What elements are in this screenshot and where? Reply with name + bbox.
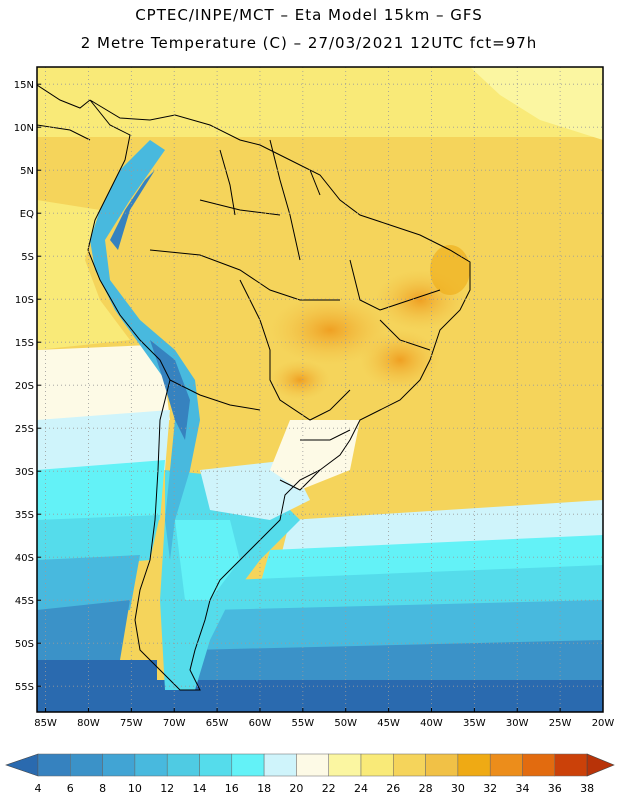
- lat-tick-label: 55S: [15, 682, 34, 693]
- lat-tick-label: 25S: [15, 424, 34, 435]
- lon-tick-label: 40W: [420, 718, 443, 729]
- colorbar-label: 12: [160, 782, 174, 795]
- lon-tick-label: 80W: [77, 718, 100, 729]
- colorbar-swatch: [489, 753, 523, 777]
- lon-tick-label: 50W: [334, 718, 357, 729]
- lat-tick-label: EQ: [20, 209, 34, 220]
- chart-title-line2: 2 Metre Temperature (C) – 27/03/2021 12U…: [80, 34, 538, 52]
- lat-tick-label: 45S: [15, 596, 34, 607]
- lat-tick-label: 10S: [15, 295, 34, 306]
- colorbar-swatch: [231, 753, 265, 777]
- colorbar-label: 8: [99, 782, 106, 795]
- colorbar-swatch: [328, 753, 362, 777]
- colorbar-swatch: [134, 753, 168, 777]
- colorbar-swatch: [522, 753, 556, 777]
- colorbar-swatch: [199, 753, 233, 777]
- lon-tick-label: 35W: [463, 718, 486, 729]
- lat-tick-label: 35S: [15, 510, 34, 521]
- colorbar-label: 30: [451, 782, 465, 795]
- colorbar-label: 20: [289, 782, 303, 795]
- latitude-labels: 15N 10N 5N EQ 5S 10S 15S 20S 25S 30S 35S 40S 45S 50S 5…: [14, 80, 41, 693]
- colorbar: 4 6 8 10 12 14 16 18 20 22 24 26 28 30 32 34 36 38: [5, 753, 615, 795]
- temperature-field: [37, 67, 603, 712]
- colorbar-swatch: [166, 753, 200, 777]
- lat-tick-label: 20S: [15, 381, 34, 392]
- colorbar-arrow-high: [586, 753, 615, 777]
- lat-tick-label: 5S: [21, 252, 34, 263]
- colorbar-label: 26: [386, 782, 400, 795]
- lat-tick-label: 5N: [20, 166, 34, 177]
- lon-tick-label: 55W: [292, 718, 315, 729]
- colorbar-swatch: [263, 753, 297, 777]
- colorbar-label: 18: [257, 782, 271, 795]
- colorbar-arrow-low: [5, 753, 39, 777]
- lon-tick-label: 20W: [592, 718, 615, 729]
- colorbar-swatch: [393, 753, 426, 777]
- longitude-labels: 85W 80W 75W 70W 65W 60W 55W 50W 45W 40W 35W 30W 25W 2…: [34, 708, 614, 729]
- colorbar-label: 16: [225, 782, 239, 795]
- colorbar-swatch: [425, 753, 459, 777]
- lat-tick-label: 15N: [14, 80, 34, 91]
- lon-tick-label: 45W: [377, 718, 400, 729]
- colorbar-label: 6: [67, 782, 74, 795]
- lon-tick-label: 85W: [34, 718, 57, 729]
- lon-tick-label: 65W: [206, 718, 229, 729]
- lon-tick-label: 60W: [249, 718, 272, 729]
- map-frame: [36, 66, 604, 713]
- colorbar-label: 10: [128, 782, 142, 795]
- colorbar-label: 24: [354, 782, 368, 795]
- chart-title-line1: CPTEC/INPE/MCT – Eta Model 15km – GFS: [135, 6, 483, 24]
- lon-tick-label: 30W: [506, 718, 529, 729]
- lon-tick-label: 25W: [549, 718, 572, 729]
- colorbar-swatch: [37, 753, 71, 777]
- colorbar-label: 38: [580, 782, 594, 795]
- lat-tick-label: 30S: [15, 467, 34, 478]
- colorbar-label: 36: [548, 782, 562, 795]
- colorbar-label: 32: [483, 782, 497, 795]
- lat-tick-label: 10N: [14, 123, 34, 134]
- lon-tick-label: 75W: [120, 718, 143, 729]
- colorbar-label: 22: [322, 782, 336, 795]
- lat-tick-label: 50S: [15, 639, 34, 650]
- colorbar-swatch: [70, 753, 103, 777]
- colorbar-swatch: [360, 753, 394, 777]
- colorbar-swatch: [102, 753, 136, 777]
- colorbar-label: 34: [516, 782, 530, 795]
- lat-tick-label: 15S: [15, 338, 34, 349]
- colorbar-label: 14: [193, 782, 207, 795]
- colorbar-swatch: [554, 753, 588, 777]
- colorbar-swatch: [457, 753, 491, 777]
- lat-tick-label: 40S: [15, 553, 34, 564]
- lon-tick-label: 70W: [163, 718, 186, 729]
- colorbar-label: 28: [419, 782, 433, 795]
- colorbar-swatch: [296, 753, 329, 777]
- colorbar-label: 4: [35, 782, 42, 795]
